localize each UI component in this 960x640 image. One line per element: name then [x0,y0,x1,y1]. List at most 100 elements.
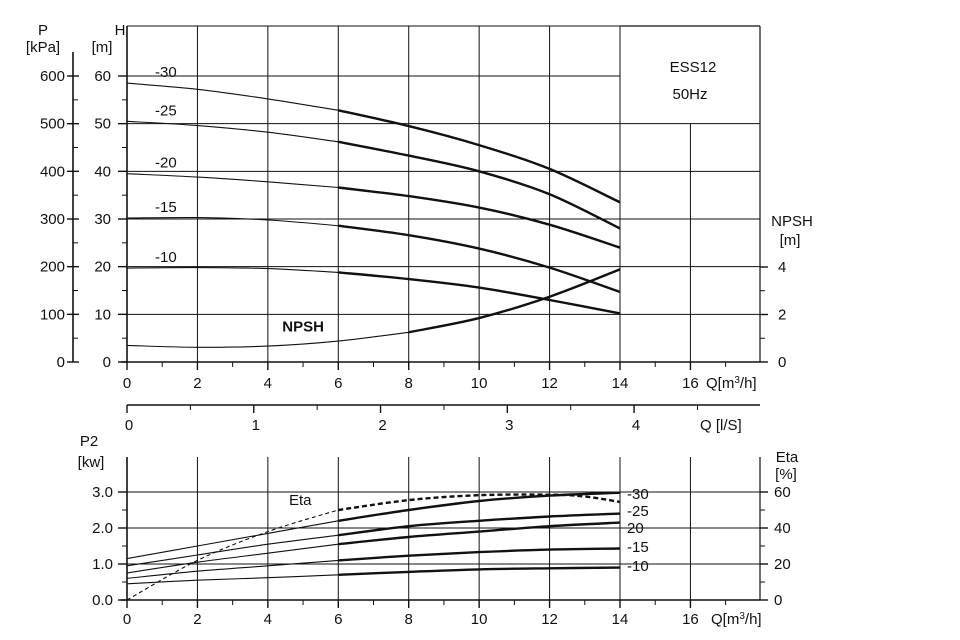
p-axis-tick-label: 0 [57,354,65,371]
head-curve-m15-low-flow [126,216,339,227]
power-curve-20-low-flow [126,543,339,574]
npsh-axis-tick-label: 4 [778,259,786,276]
power-curve-label: -25 [627,503,649,520]
q-axis-tick-label-top: 6 [334,375,342,392]
power-curve-m15 [338,547,621,562]
h-axis-tick-label: 30 [94,211,111,228]
q-axis-tick-label-bottom: 0 [123,611,131,628]
chart-title: ESS12 [670,59,717,76]
q-axis-tick-label-top: 4 [264,375,272,392]
head-curve-label: -15 [155,199,177,216]
p-axis-unit: [kPa] [26,39,60,56]
power-curve-m30-low-flow [126,520,339,560]
curves-layer [126,82,621,601]
npsh-axis-tick-label: 2 [778,307,786,324]
head-curve-m15 [338,224,621,294]
eta-curve [338,493,621,512]
p2-axis-tick-label: 0.0 [92,592,113,609]
power-curve-m10-low-flow [126,574,339,585]
head-curve-m20 [338,186,621,249]
q-axis-tick-label-top: 14 [612,375,629,392]
q-ls-axis-tick-label: 4 [632,417,640,434]
h-axis-tick-label: 20 [94,259,111,276]
p2-axis-tick-label: 2.0 [92,520,113,537]
p-axis-tick-label: 300 [40,211,65,228]
q-ls-axis-tick-label: 1 [252,417,260,434]
head-curve-m10 [338,271,621,315]
q-ls-axis-tick-label: 2 [378,417,386,434]
head-curve-label: -10 [155,249,177,266]
q-axis-tick-label-top: 10 [471,375,488,392]
q-axis-tick-label-bottom: 6 [334,611,342,628]
h-axis-title: H [115,22,126,39]
npsh-axis-title: NPSH [771,213,813,230]
p2-axis-unit: [kw] [78,454,105,471]
eta-axis-tick-label: 0 [774,592,782,609]
q-axis-tick-label-bottom: 12 [541,611,558,628]
npsh-curve-label: NPSH [282,318,324,335]
power-curve-m25-low-flow [126,534,339,567]
q-axis-tick-label-top: 16 [682,375,699,392]
q-ls-axis-tick-label: 0 [125,417,133,434]
q-ls-axis-title: Q [l/S] [700,417,742,434]
eta-axis-unit: [%] [775,466,797,483]
q-axis-tick-label-top: 0 [123,375,131,392]
eta-curve-low-flow [126,509,339,601]
chart-subtitle: 50Hz [672,86,707,103]
eta-axis-tick-label: 40 [774,520,791,537]
npsh-axis-tick-label: 0 [778,354,786,371]
h-axis-tick-label: 40 [94,163,111,180]
h-axis-tick-label: 50 [94,116,111,133]
power-curve-label: -30 [627,486,649,503]
q-axis-tick-label-bottom: 14 [612,611,629,628]
power-curve-label: -15 [627,539,649,556]
head-curve-m20-low-flow [126,173,339,189]
q-axis-title-top: Q[m3/h] [706,375,757,393]
q-axis-tick-label-top: 2 [193,375,201,392]
q-axis-tick-label-bottom: 16 [682,611,699,628]
npsh-curve-low-flow [126,331,409,348]
eta-axis-tick-label: 60 [774,484,791,501]
power-curve-m10 [338,566,621,576]
q-axis-tick-label-top: 12 [541,375,558,392]
head-curve-label: -20 [155,155,177,172]
p-axis-tick-label: 500 [40,116,65,133]
eta-axis-title: Eta [776,449,799,466]
head-curve-m30-low-flow [126,82,339,111]
p-axis-tick-label: 100 [40,306,65,323]
head-curve-m10-low-flow [126,267,339,273]
npsh-curve [408,268,621,334]
eta-curve-label: Eta [289,492,312,509]
p-axis-title: P [38,22,48,39]
h-axis-unit: [m] [92,39,113,56]
q-ls-axis-tick-label: 3 [505,417,513,434]
p-axis-tick-label: 400 [40,163,65,180]
p2-axis-tick-label: 3.0 [92,484,113,501]
head-curve-label: -25 [155,102,177,119]
h-axis-tick-label: 10 [94,306,111,323]
q-axis-tick-label-bottom: 4 [264,611,272,628]
head-curve-label: -30 [155,64,177,81]
q-axis-tick-label-bottom: 2 [193,611,201,628]
power-curve-label: -10 [627,558,649,575]
power-curve-m25 [338,512,621,537]
q-axis-title-bottom: Q[m3/h] [711,611,762,629]
axes-layer [67,26,768,608]
q-axis-tick-label-bottom: 8 [405,611,413,628]
p2-axis-title: P2 [80,433,98,450]
head-curve-m25 [338,140,621,230]
p-axis-tick-label: 200 [40,259,65,276]
npsh-axis-unit: [m] [780,232,801,249]
power-curve-label: 20 [627,520,644,537]
head-curve-m25-low-flow [126,120,339,143]
head-curve-m30 [338,109,621,204]
power-curve-m15-low-flow [126,559,339,579]
eta-axis-tick-label: 20 [774,556,791,573]
p-axis-tick-label: 600 [40,68,65,85]
power-curve-20 [338,521,621,546]
p2-axis-tick-label: 1.0 [92,556,113,573]
q-axis-tick-label-bottom: 10 [471,611,488,628]
grid-layer [127,25,761,600]
h-axis-tick-label: 0 [103,354,111,371]
